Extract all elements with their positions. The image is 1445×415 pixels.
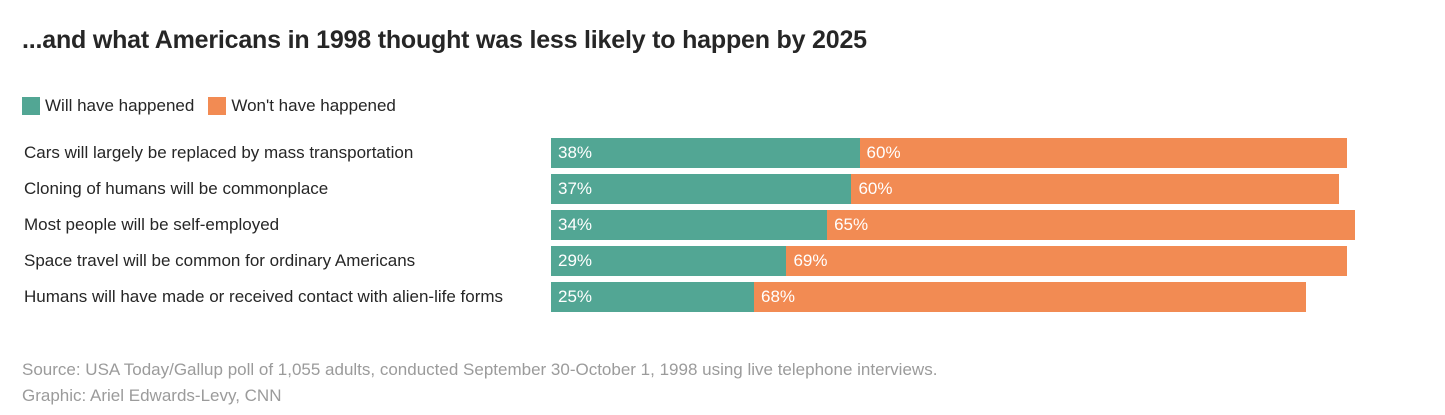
data-label: 60%: [866, 143, 901, 162]
legend-swatch-wont: [208, 97, 227, 115]
bar-will-have-happened: [551, 282, 754, 312]
category-label: Humans will have made or received contac…: [24, 287, 504, 306]
data-label: 69%: [793, 251, 828, 270]
data-label: 29%: [558, 251, 593, 270]
bar-will-have-happened: [551, 210, 828, 240]
chart-title: ...and what Americans in 1998 thought wa…: [22, 26, 867, 54]
bar-will-have-happened: [551, 246, 787, 276]
legend-label-will: Will have happened: [45, 96, 195, 115]
legend-item-wont: Won't have happened: [208, 96, 396, 116]
data-label: 25%: [558, 287, 593, 306]
source-note: Source: USA Today/Gallup poll of 1,055 a…: [22, 360, 938, 379]
data-label: 37%: [558, 179, 593, 198]
bar-wont-have-happened: [859, 138, 1347, 168]
category-label: Most people will be self-employed: [24, 215, 280, 234]
bar-will-have-happened: [551, 174, 852, 204]
bar-wont-have-happened: [851, 174, 1339, 204]
bar-will-have-happened: [551, 138, 860, 168]
data-label: 65%: [834, 215, 869, 234]
legend: Will have happened Won't have happened: [22, 95, 410, 117]
bar-wont-have-happened: [754, 282, 1307, 312]
bar-wont-have-happened: [827, 210, 1355, 240]
legend-label-wont: Won't have happened: [231, 96, 396, 115]
category-label: Cloning of humans will be commonplace: [24, 179, 329, 198]
data-label: 60%: [858, 179, 893, 198]
data-label: 38%: [558, 143, 593, 162]
data-label: 68%: [761, 287, 796, 306]
legend-item-will: Will have happened: [22, 96, 194, 116]
data-label: 34%: [558, 215, 593, 234]
category-label: Space travel will be common for ordinary…: [24, 251, 416, 270]
category-label: Cars will largely be replaced by mass tr…: [24, 143, 414, 162]
legend-swatch-will: [22, 97, 40, 115]
bar-wont-have-happened: [786, 246, 1347, 276]
graphic-credit: Graphic: Ariel Edwards-Levy, CNN: [22, 386, 282, 405]
